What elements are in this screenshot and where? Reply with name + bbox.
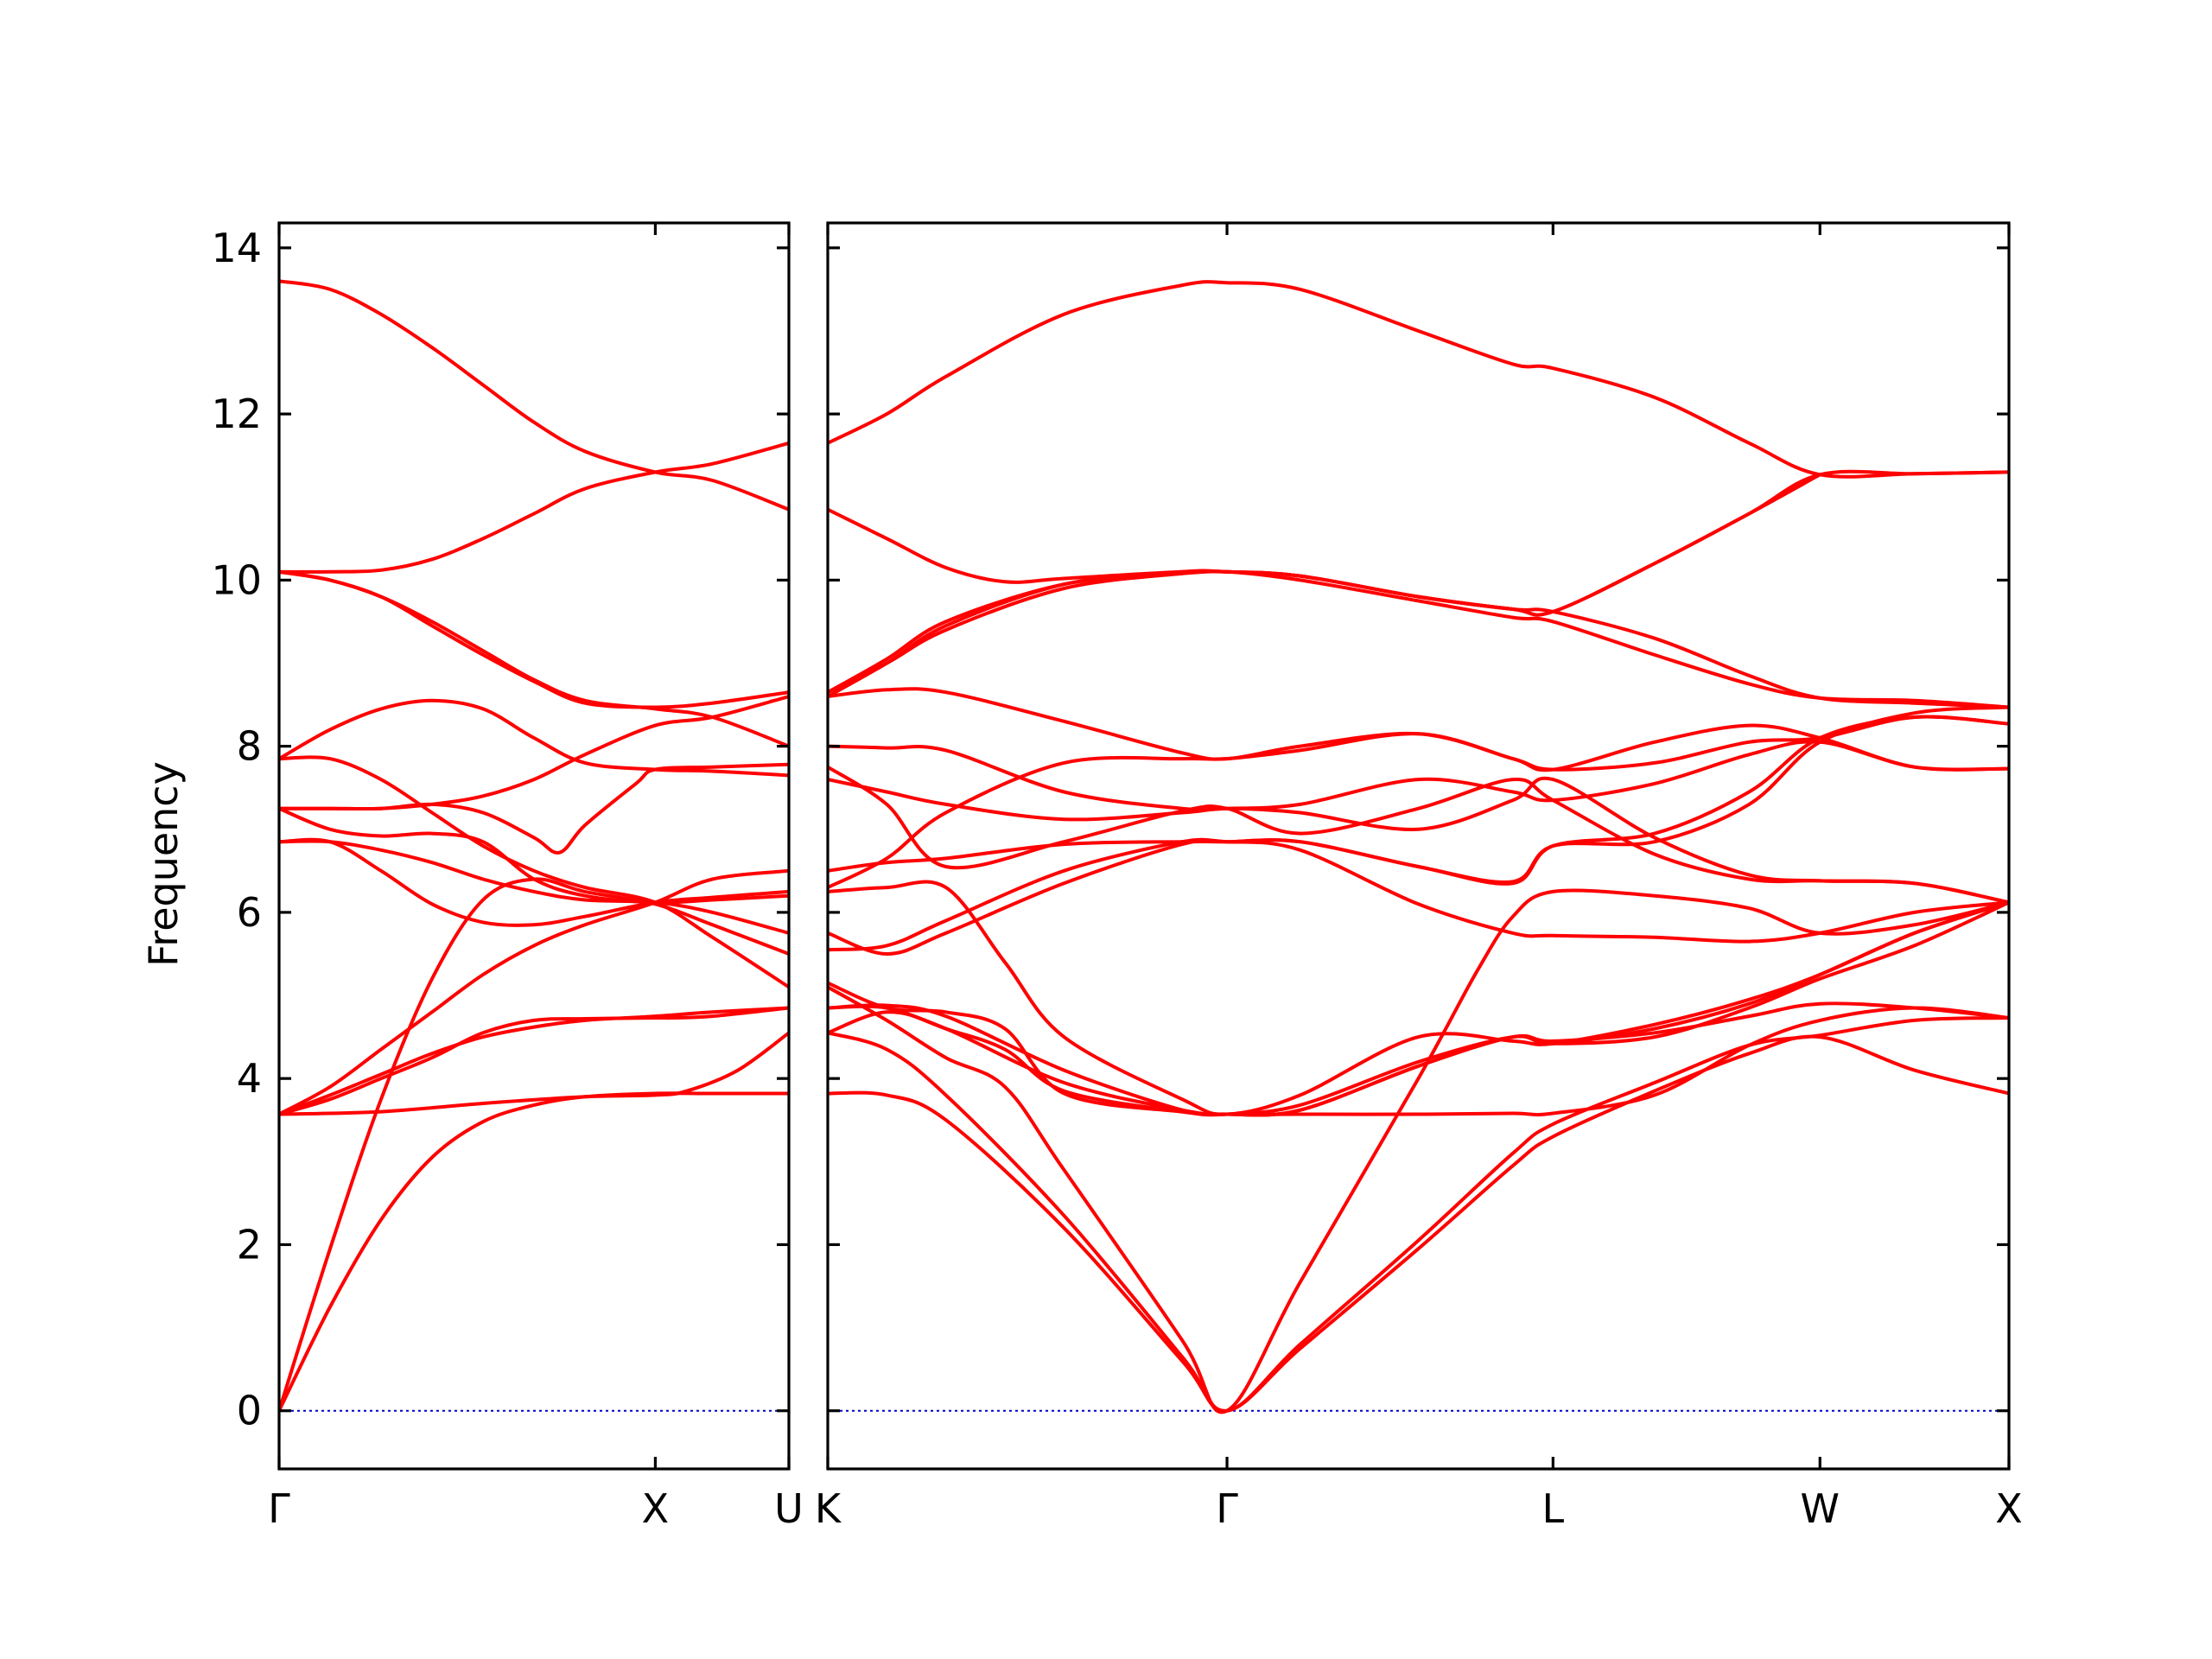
band-line-2 xyxy=(279,877,789,1413)
y-tick-label: 0 xyxy=(237,1388,262,1434)
y-axis-label: Frequency xyxy=(140,761,187,967)
band-line-12 xyxy=(828,705,2009,884)
y-tick-label: 12 xyxy=(211,391,262,437)
band-line-10 xyxy=(828,880,2009,1116)
band-line-16 xyxy=(279,569,789,709)
band-line-14 xyxy=(279,569,789,748)
y-tick-label: 2 xyxy=(237,1221,262,1268)
band-line-10 xyxy=(279,695,789,811)
band-line-5 xyxy=(279,1006,789,1116)
band-line-16 xyxy=(828,687,2009,772)
band-line-6 xyxy=(828,900,2009,1117)
band-line-9 xyxy=(279,806,789,905)
band-line-13 xyxy=(279,762,789,855)
band-line-8 xyxy=(828,838,2009,956)
band-line-15 xyxy=(279,441,789,574)
y-tick-label: 6 xyxy=(237,889,262,936)
x-tick-label: W xyxy=(1801,1485,1840,1532)
band-line-4 xyxy=(828,1003,2009,1117)
x-tick-label: U xyxy=(774,1485,804,1532)
band-line-9 xyxy=(828,715,2009,952)
band-line-17 xyxy=(828,569,2009,709)
y-tick-label: 14 xyxy=(211,225,262,271)
panel-gamma-x-u: 0 2 4 6 8 10 12 14 Γ X U xyxy=(211,221,804,1532)
band-line-11 xyxy=(828,723,2009,890)
band-line-1 xyxy=(828,1034,2009,1413)
band-line-4 xyxy=(279,868,789,1116)
x-tick-label: X xyxy=(642,1485,670,1532)
band-line-2 xyxy=(828,1016,2009,1413)
x-tick-label: L xyxy=(1542,1485,1565,1532)
band-line-17 xyxy=(279,279,789,512)
band-line-21 xyxy=(828,280,2009,479)
x-tick-label: K xyxy=(815,1485,842,1532)
x-tick-label: Γ xyxy=(268,1485,290,1532)
band-line-19 xyxy=(828,469,2009,698)
band-line-13 xyxy=(828,776,2009,905)
band-line-11 xyxy=(279,755,789,989)
band-line-12 xyxy=(279,698,789,778)
x-tick-label: Γ xyxy=(1216,1485,1238,1532)
band-line-8 xyxy=(279,839,789,935)
band-line-6 xyxy=(279,1031,789,1116)
y-tick-label: 10 xyxy=(211,556,262,603)
band-line-18 xyxy=(828,569,2009,709)
band-line-3 xyxy=(279,1006,789,1116)
x-tick-label: X xyxy=(1995,1485,2023,1532)
band-line-5 xyxy=(828,1001,2009,1117)
plot-frame xyxy=(826,221,2011,1471)
y-tick-label: 8 xyxy=(237,723,262,770)
band-line-7 xyxy=(279,837,789,927)
band-line-3 xyxy=(828,888,2009,1414)
band-line-15 xyxy=(828,740,2009,812)
band-line-1 xyxy=(279,1091,789,1413)
band-line-14 xyxy=(828,765,2009,905)
band-line-20 xyxy=(828,473,1822,617)
plot-frame xyxy=(277,221,791,1471)
y-tick-label: 4 xyxy=(237,1055,262,1102)
